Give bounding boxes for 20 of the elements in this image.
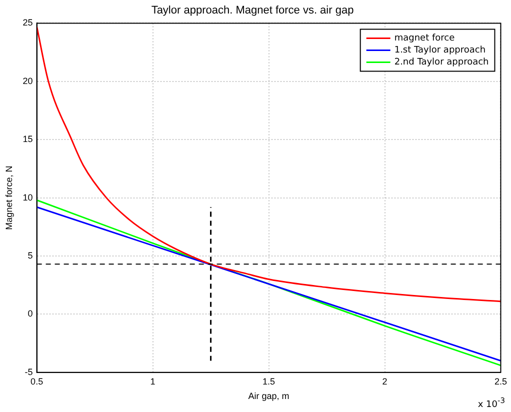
legend-label: 2.nd Taylor approach <box>394 58 489 68</box>
y-tick-label: 25 <box>22 18 33 28</box>
y-tick-label: 5 <box>28 250 33 260</box>
text: x 10$^{-3}$ <box>478 396 505 410</box>
legend-label: magnet force <box>394 34 456 44</box>
y-tick-label: -5 <box>24 366 33 377</box>
x-axis-title: Air gap, m <box>248 391 290 402</box>
y-tick-label: 0 <box>28 308 33 319</box>
x-tick-label: 1 <box>150 376 156 386</box>
y-tick-label: 20 <box>22 76 33 86</box>
y-tick-label: 15 <box>22 134 33 144</box>
legend-label: 1.st Taylor approach <box>394 46 486 56</box>
chart-title: Taylor approach. Magnet force vs. air gap <box>151 4 354 17</box>
line-series <box>36 26 501 302</box>
x-tick-label: 2 <box>382 376 388 386</box>
x-tick-label: 2.5 <box>494 376 507 386</box>
x-tick-label: 0.5 <box>30 376 44 386</box>
x-tick-label: 1.5 <box>262 376 276 386</box>
y-axis-title: Magnet force, N <box>4 166 14 230</box>
y-tick-label: 10 <box>22 192 33 202</box>
